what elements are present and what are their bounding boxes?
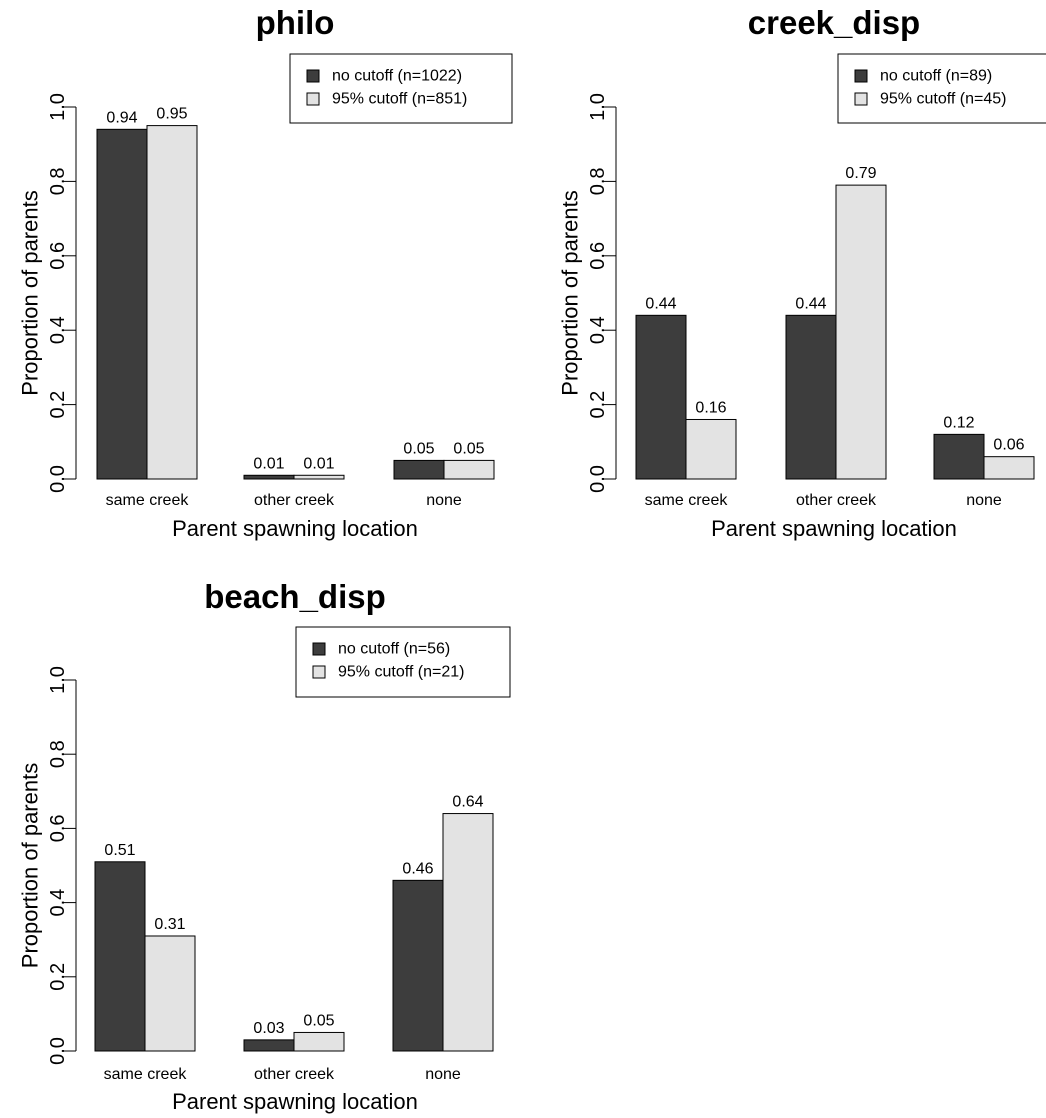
- bar-95-cutoff-none: [442, 813, 494, 1052]
- y-axis-title: Proportion of parents: [18, 763, 43, 968]
- y-tick-label: 1.0: [47, 666, 69, 694]
- bar-value-label: 0.94: [106, 109, 137, 126]
- bar-value-label: 0.31: [154, 916, 185, 933]
- bar-value-label: 0.12: [943, 414, 974, 431]
- y-tick-label: 0.6: [587, 242, 609, 270]
- x-category-label: none: [425, 1066, 461, 1083]
- chart-title: creek_disp: [748, 4, 920, 41]
- x-axis-title: Parent spawning location: [711, 516, 957, 541]
- legend-swatch: [306, 92, 320, 106]
- bar-value-label: 0.01: [253, 455, 284, 472]
- chart-panel-creek-disp: creek_disp 0.0 0.2 0.4 0.6 0.8 1.0 Proportion o…: [558, 4, 1046, 541]
- bar-95-cutoff-same-creek: [685, 418, 737, 480]
- y-tick-label: 0.6: [47, 814, 69, 842]
- legend: no cutoff (n=89) 95% cutoff (n=45): [837, 53, 1046, 124]
- y-tick-label: 0.8: [47, 740, 69, 768]
- bar-value-label: 0.06: [993, 437, 1024, 454]
- y-tick-label: 1.0: [587, 93, 609, 121]
- legend-label: 95% cutoff (n=21): [338, 664, 464, 681]
- y-tick-label: 0.4: [47, 316, 69, 344]
- x-category-label: none: [966, 492, 1002, 509]
- bar-95-cutoff-none: [443, 459, 495, 480]
- legend-label: no cutoff (n=56): [338, 641, 450, 658]
- bar-no-cutoff-same-creek: [635, 314, 687, 480]
- y-axis-title: Proportion of parents: [18, 190, 43, 395]
- bar-95-cutoff-same-creek: [146, 125, 198, 480]
- bar-value-label: 0.79: [845, 165, 876, 182]
- bar-value-label: 0.95: [156, 106, 187, 123]
- bar-value-label: 0.46: [402, 860, 433, 877]
- bar-no-cutoff-other-creek: [243, 474, 295, 480]
- y-tick-label: 0.2: [587, 391, 609, 419]
- bar-value-label: 0.64: [452, 794, 483, 811]
- legend-swatch: [306, 69, 320, 83]
- y-tick-label: 0.0: [587, 465, 609, 493]
- bar-95-cutoff-other-creek: [293, 1031, 345, 1052]
- y-tick-label: 0.2: [47, 963, 69, 991]
- chart-title: philo: [256, 4, 335, 41]
- bar-value-label: 0.05: [403, 440, 434, 457]
- legend-swatch: [854, 69, 868, 83]
- bar-no-cutoff-none: [393, 459, 445, 480]
- y-tick-label: 1.0: [47, 93, 69, 121]
- y-axis-title: Proportion of parents: [558, 190, 583, 395]
- x-axis-title: Parent spawning location: [172, 1089, 418, 1114]
- legend-label: 95% cutoff (n=851): [332, 91, 467, 108]
- bar-value-label: 0.01: [303, 455, 334, 472]
- x-category-label: same creek: [104, 1066, 188, 1083]
- x-category-label: other creek: [796, 492, 877, 509]
- chart-title: beach_disp: [204, 578, 386, 615]
- bar-no-cutoff-same-creek: [96, 128, 148, 480]
- bar-no-cutoff-none: [933, 433, 985, 480]
- y-tick-label: 0.0: [47, 465, 69, 493]
- chart-panel-beach-disp: beach_disp 0.0 0.2 0.4 0.6 0.8 1.0 Proportion o…: [18, 578, 511, 1114]
- x-category-label: none: [426, 492, 462, 509]
- x-category-label: other creek: [254, 492, 335, 509]
- legend: no cutoff (n=56) 95% cutoff (n=21): [295, 626, 511, 698]
- legend-label: 95% cutoff (n=45): [880, 91, 1006, 108]
- bar-value-label: 0.44: [795, 295, 826, 312]
- legend-label: no cutoff (n=89): [880, 68, 992, 85]
- y-tick-label: 0.8: [47, 167, 69, 195]
- bar-no-cutoff-other-creek: [243, 1039, 295, 1052]
- bar-95-cutoff-same-creek: [144, 935, 196, 1052]
- chart-panel-philo: philo 0.0 0.2 0.4 0.6 0.8 1.0 Proportion of par…: [18, 4, 513, 541]
- legend-box: [837, 53, 1046, 124]
- bar-no-cutoff-same-creek: [94, 861, 146, 1052]
- legend-swatch: [854, 92, 868, 106]
- legend-swatch: [312, 665, 326, 679]
- bar-95-cutoff-other-creek: [293, 474, 345, 480]
- bar-95-cutoff-other-creek: [835, 184, 887, 480]
- bar-value-label: 0.51: [104, 842, 135, 859]
- bar-value-label: 0.05: [303, 1012, 334, 1029]
- y-tick-label: 0.6: [47, 242, 69, 270]
- bar-value-label: 0.05: [453, 440, 484, 457]
- bar-no-cutoff-other-creek: [785, 314, 837, 480]
- y-tick-label: 0.4: [587, 316, 609, 344]
- bar-value-label: 0.03: [253, 1020, 284, 1037]
- legend-swatch: [312, 642, 326, 656]
- legend-box: [295, 626, 511, 698]
- legend-box: [289, 53, 513, 124]
- y-tick-label: 0.0: [47, 1037, 69, 1065]
- legend-label: no cutoff (n=1022): [332, 68, 462, 85]
- bar-value-label: 0.44: [645, 295, 676, 312]
- x-category-label: same creek: [106, 492, 190, 509]
- y-tick-label: 0.4: [47, 889, 69, 917]
- bar-value-label: 0.16: [695, 399, 726, 416]
- bar-95-cutoff-none: [983, 456, 1035, 480]
- x-category-label: same creek: [645, 492, 729, 509]
- legend: no cutoff (n=1022) 95% cutoff (n=851): [289, 53, 513, 124]
- x-category-label: other creek: [254, 1066, 335, 1083]
- y-tick-label: 0.8: [587, 167, 609, 195]
- y-tick-label: 0.2: [47, 391, 69, 419]
- bar-no-cutoff-none: [392, 879, 444, 1052]
- x-axis-title: Parent spawning location: [172, 516, 418, 541]
